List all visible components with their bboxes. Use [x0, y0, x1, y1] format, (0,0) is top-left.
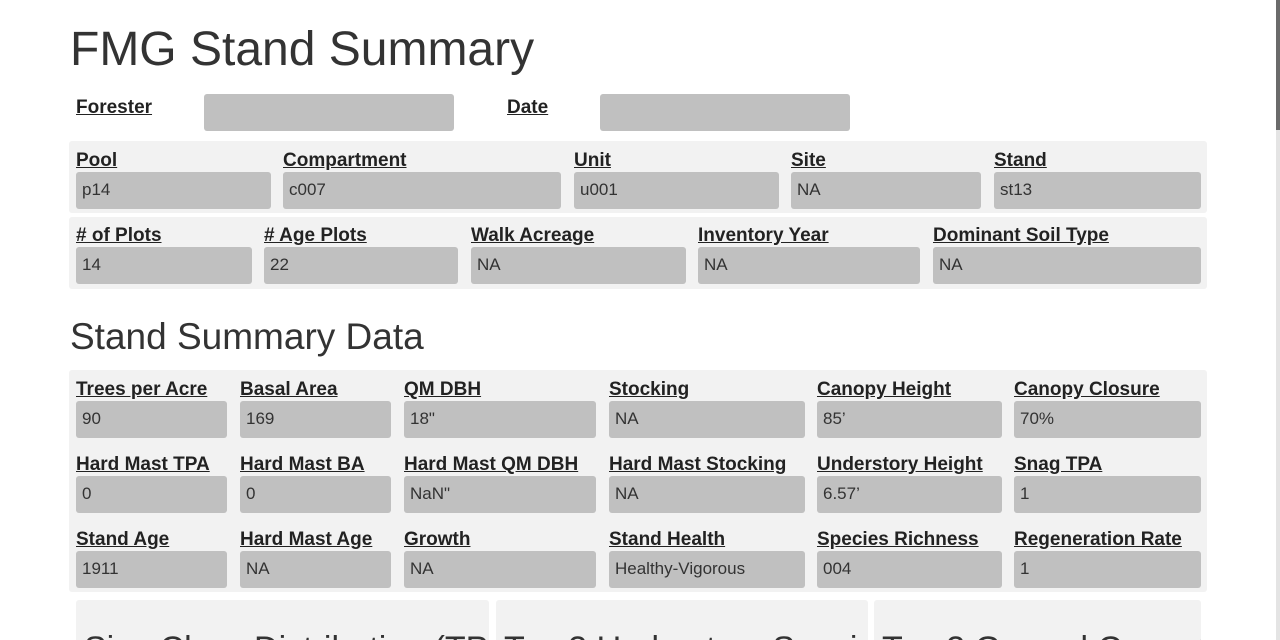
hard-mast-tpa-label: Hard Mast TPA: [76, 454, 210, 475]
species-richness-field[interactable]: 004: [817, 551, 1002, 588]
canopy-closure-field[interactable]: 70%: [1014, 401, 1201, 438]
site-label: Site: [791, 150, 826, 171]
compartment-label: Compartment: [283, 150, 407, 171]
growth-field[interactable]: NA: [404, 551, 596, 588]
snag-tpa-field[interactable]: 1: [1014, 476, 1201, 513]
hard-mast-age-field[interactable]: NA: [240, 551, 391, 588]
groundcover-species-card: Top 3 Ground Cover Species: [874, 600, 1201, 640]
hard-mast-ba-label: Hard Mast BA: [240, 454, 365, 475]
regeneration-rate-field[interactable]: 1: [1014, 551, 1201, 588]
canopy-height-label: Canopy Height: [817, 379, 952, 400]
stand-age-label: Stand Age: [76, 529, 170, 550]
understory-species-card: Top 3 Understory Species: [496, 600, 868, 640]
walk-acreage-label: Walk Acreage: [471, 225, 595, 246]
tpa-label: Trees per Acre: [76, 379, 208, 400]
pool-label: Pool: [76, 150, 118, 171]
stand-health-label: Stand Health: [609, 529, 726, 550]
growth-label: Growth: [404, 529, 471, 550]
unit-label: Unit: [574, 150, 611, 171]
soil-type-label: Dominant Soil Type: [933, 225, 1109, 246]
size-class-card-title: Size Class Distribution (TPA): [84, 630, 489, 640]
hard-mast-age-label: Hard Mast Age: [240, 529, 373, 550]
regeneration-rate-label: Regeneration Rate: [1014, 529, 1182, 550]
age-plots-label: # Age Plots: [264, 225, 367, 246]
compartment-field[interactable]: c007: [283, 172, 561, 209]
hard-mast-qm-dbh-field[interactable]: NaN": [404, 476, 596, 513]
unit-field[interactable]: u001: [574, 172, 779, 209]
canopy-closure-label: Canopy Closure: [1014, 379, 1160, 400]
qm-dbh-label: QM DBH: [404, 379, 482, 400]
scrollbar-track[interactable]: [1276, 0, 1280, 640]
soil-type-field[interactable]: NA: [933, 247, 1201, 284]
plots-field[interactable]: 14: [76, 247, 252, 284]
forester-label: Forester: [76, 97, 153, 118]
page-title: FMG Stand Summary: [70, 23, 535, 76]
basal-area-label: Basal Area: [240, 379, 338, 400]
stand-health-field[interactable]: Healthy-Vigorous: [609, 551, 805, 588]
canopy-height-field[interactable]: 85’: [817, 401, 1002, 438]
walk-acreage-field[interactable]: NA: [471, 247, 686, 284]
site-field[interactable]: NA: [791, 172, 981, 209]
pool-field[interactable]: p14: [76, 172, 271, 209]
qm-dbh-field[interactable]: 18": [404, 401, 596, 438]
stocking-field[interactable]: NA: [609, 401, 805, 438]
species-richness-label: Species Richness: [817, 529, 979, 550]
hard-mast-ba-field[interactable]: 0: [240, 476, 391, 513]
date-field[interactable]: [600, 94, 850, 131]
stand-label: Stand: [994, 150, 1047, 171]
stand-age-field[interactable]: 1911: [76, 551, 227, 588]
section-title-stand-summary: Stand Summary Data: [70, 316, 424, 357]
hard-mast-qm-dbh-label: Hard Mast QM DBH: [404, 454, 579, 475]
age-plots-field[interactable]: 22: [264, 247, 458, 284]
understory-species-card-title: Top 3 Understory Species: [504, 630, 868, 640]
understory-height-field[interactable]: 6.57’: [817, 476, 1002, 513]
stand-field[interactable]: st13: [994, 172, 1201, 209]
basal-area-field[interactable]: 169: [240, 401, 391, 438]
stocking-label: Stocking: [609, 379, 690, 400]
hard-mast-stocking-label: Hard Mast Stocking: [609, 454, 787, 475]
size-class-card: Size Class Distribution (TPA): [76, 600, 489, 640]
hard-mast-stocking-field[interactable]: NA: [609, 476, 805, 513]
groundcover-species-card-title: Top 3 Ground Cover Species: [882, 630, 1201, 640]
hard-mast-tpa-field[interactable]: 0: [76, 476, 227, 513]
inventory-year-label: Inventory Year: [698, 225, 829, 246]
scrollbar-thumb[interactable]: [1276, 0, 1280, 130]
understory-height-label: Understory Height: [817, 454, 983, 475]
forester-field[interactable]: [204, 94, 454, 131]
tpa-field[interactable]: 90: [76, 401, 227, 438]
snag-tpa-label: Snag TPA: [1014, 454, 1103, 475]
date-label: Date: [507, 97, 549, 118]
inventory-year-field[interactable]: NA: [698, 247, 920, 284]
plots-label: # of Plots: [76, 225, 162, 246]
